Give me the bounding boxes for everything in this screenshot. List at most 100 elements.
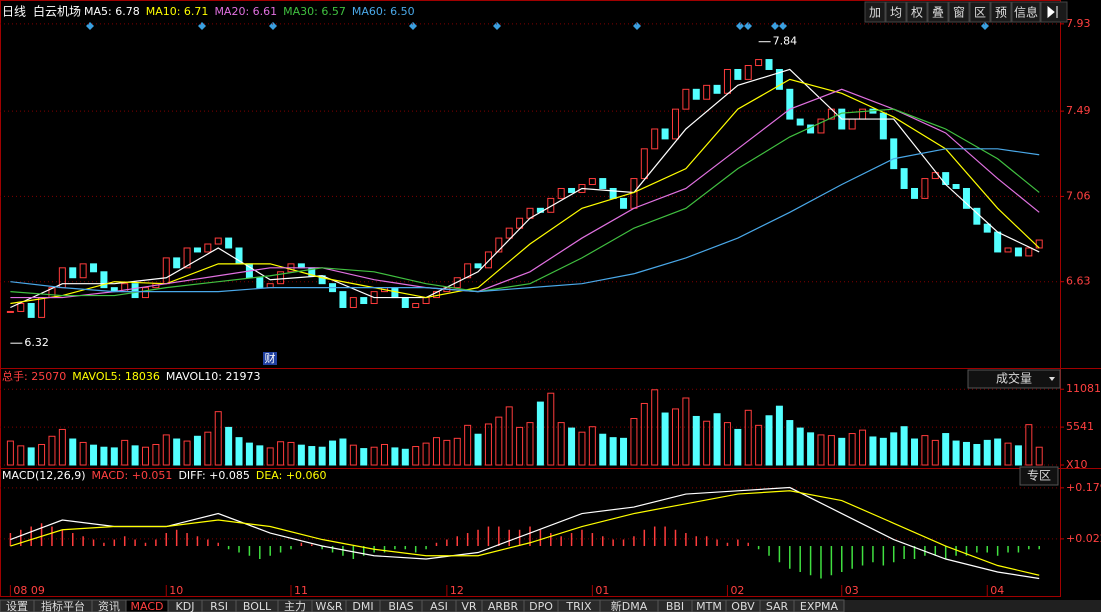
volume-bar bbox=[931, 439, 939, 466]
volume-bar bbox=[630, 418, 638, 466]
dropdown-caret[interactable] bbox=[1049, 377, 1055, 381]
tab-label[interactable]: 新DMA bbox=[611, 599, 648, 612]
toolbar-label[interactable]: 预 bbox=[995, 6, 1007, 20]
volume-bar bbox=[6, 440, 14, 466]
arrow-icon[interactable] bbox=[1047, 5, 1058, 19]
tab-label[interactable]: DPO bbox=[529, 600, 553, 612]
toolbar-button[interactable] bbox=[927, 1, 949, 23]
candle bbox=[204, 243, 212, 253]
finance-marker-box[interactable] bbox=[263, 352, 277, 365]
tab[interactable] bbox=[793, 599, 845, 612]
volume-bar bbox=[464, 424, 472, 466]
tab-label[interactable]: 主力 bbox=[284, 600, 306, 612]
toolbar-label[interactable]: 信息 bbox=[1014, 5, 1038, 20]
tab-label[interactable]: MTM bbox=[696, 600, 722, 612]
tab-label[interactable]: ASI bbox=[430, 600, 448, 612]
toolbar-label[interactable]: 加 bbox=[869, 6, 881, 20]
candle bbox=[339, 291, 347, 308]
tab-label[interactable]: DMI bbox=[352, 600, 373, 612]
toolbar-label[interactable]: 区 bbox=[974, 6, 986, 20]
toolbar-button[interactable] bbox=[948, 1, 970, 23]
toolbar-button[interactable] bbox=[906, 1, 928, 23]
toolbar-button[interactable] bbox=[1011, 1, 1041, 23]
period: 日线 bbox=[2, 5, 26, 19]
tab-label[interactable]: ARBR bbox=[488, 600, 519, 612]
tab-label[interactable]: W&R bbox=[315, 600, 342, 612]
candle bbox=[962, 187, 970, 209]
zone-label[interactable]: 专区 bbox=[1027, 468, 1051, 483]
legend-entry: MAVOL10: 21973 bbox=[166, 370, 261, 383]
y-tick-label: +0.179 bbox=[1066, 481, 1101, 494]
tab-label[interactable]: 资讯 bbox=[98, 600, 120, 612]
volume-bar bbox=[27, 447, 35, 466]
x-tick-label: 04 bbox=[990, 584, 1004, 597]
tab-label[interactable]: RSI bbox=[210, 600, 228, 612]
candle bbox=[911, 187, 919, 199]
candle bbox=[692, 88, 700, 100]
toolbar-label[interactable]: 均 bbox=[890, 6, 902, 20]
x-tick-label: 08 09 bbox=[13, 584, 45, 597]
volume-bar bbox=[121, 439, 129, 466]
toolbar-label[interactable]: 权 bbox=[911, 6, 923, 20]
volume-bar bbox=[682, 397, 690, 466]
candle bbox=[588, 178, 596, 186]
volume-bar bbox=[775, 405, 783, 466]
volume-bar bbox=[412, 446, 420, 466]
candle bbox=[557, 187, 565, 199]
legend-entry: DIFF: +0.085 bbox=[178, 469, 249, 482]
tab-label[interactable]: KDJ bbox=[176, 600, 195, 612]
toolbar-button[interactable] bbox=[885, 1, 907, 23]
toolbar-button[interactable] bbox=[990, 1, 1012, 23]
x-tick-label: 11 bbox=[294, 584, 308, 597]
toolbar-button[interactable] bbox=[864, 1, 886, 23]
volume-bar bbox=[942, 433, 950, 466]
candle bbox=[1014, 247, 1022, 257]
tab-label[interactable]: BBI bbox=[666, 600, 684, 612]
volume-bar bbox=[245, 442, 253, 466]
x-tick-label: 02 bbox=[730, 584, 744, 597]
candle bbox=[27, 303, 35, 318]
toolbar-label[interactable]: 叠 bbox=[932, 6, 944, 20]
candle bbox=[568, 187, 576, 193]
volume-bar bbox=[360, 448, 368, 466]
tab-label[interactable]: EXPMA bbox=[800, 600, 839, 612]
legend-entry: MAVOL5: 18036 bbox=[72, 370, 160, 383]
stock-name: 白云机场 bbox=[33, 4, 81, 19]
y-tick-label: 5541 bbox=[1066, 420, 1094, 433]
tab-label[interactable]: VR bbox=[461, 600, 477, 612]
candle bbox=[131, 283, 139, 299]
volume-bar bbox=[453, 437, 461, 466]
candle bbox=[599, 178, 607, 189]
indicator-dropdown[interactable] bbox=[967, 369, 1061, 389]
toolbar-button[interactable] bbox=[969, 1, 991, 23]
candle bbox=[796, 118, 804, 126]
zone-button[interactable] bbox=[1019, 466, 1059, 486]
indicator-line bbox=[10, 490, 1040, 576]
candle bbox=[1004, 247, 1012, 253]
dropdown-label[interactable]: 成交量 bbox=[996, 371, 1032, 386]
tab-label[interactable]: 指标平台 bbox=[41, 599, 85, 612]
tab-label[interactable]: BOLL bbox=[243, 600, 272, 612]
volume-bar bbox=[568, 427, 576, 466]
tab-label[interactable]: MACD bbox=[131, 600, 164, 612]
toolbar-label[interactable]: 窗 bbox=[953, 6, 965, 20]
volume-bar bbox=[1004, 442, 1012, 466]
volume-bar bbox=[484, 423, 492, 466]
y-tick-label: +0.022 bbox=[1066, 532, 1101, 545]
volume-bar bbox=[994, 438, 1002, 466]
y-tick-label: X10 bbox=[1066, 458, 1088, 471]
y-tick-label: 11081 bbox=[1066, 382, 1101, 395]
tab-label[interactable]: 设置 bbox=[6, 600, 28, 612]
candle bbox=[734, 68, 742, 80]
finance-marker[interactable]: 财 bbox=[265, 351, 276, 365]
tab-label[interactable]: BIAS bbox=[388, 600, 413, 612]
candle bbox=[952, 184, 960, 189]
tab-label[interactable]: OBV bbox=[731, 600, 755, 612]
tab-label[interactable]: SAR bbox=[766, 600, 789, 612]
volume-bar bbox=[911, 438, 919, 466]
volume-bar bbox=[110, 447, 118, 466]
tab-label[interactable]: TRIX bbox=[565, 600, 592, 612]
candle bbox=[609, 187, 617, 199]
candle bbox=[79, 263, 87, 279]
